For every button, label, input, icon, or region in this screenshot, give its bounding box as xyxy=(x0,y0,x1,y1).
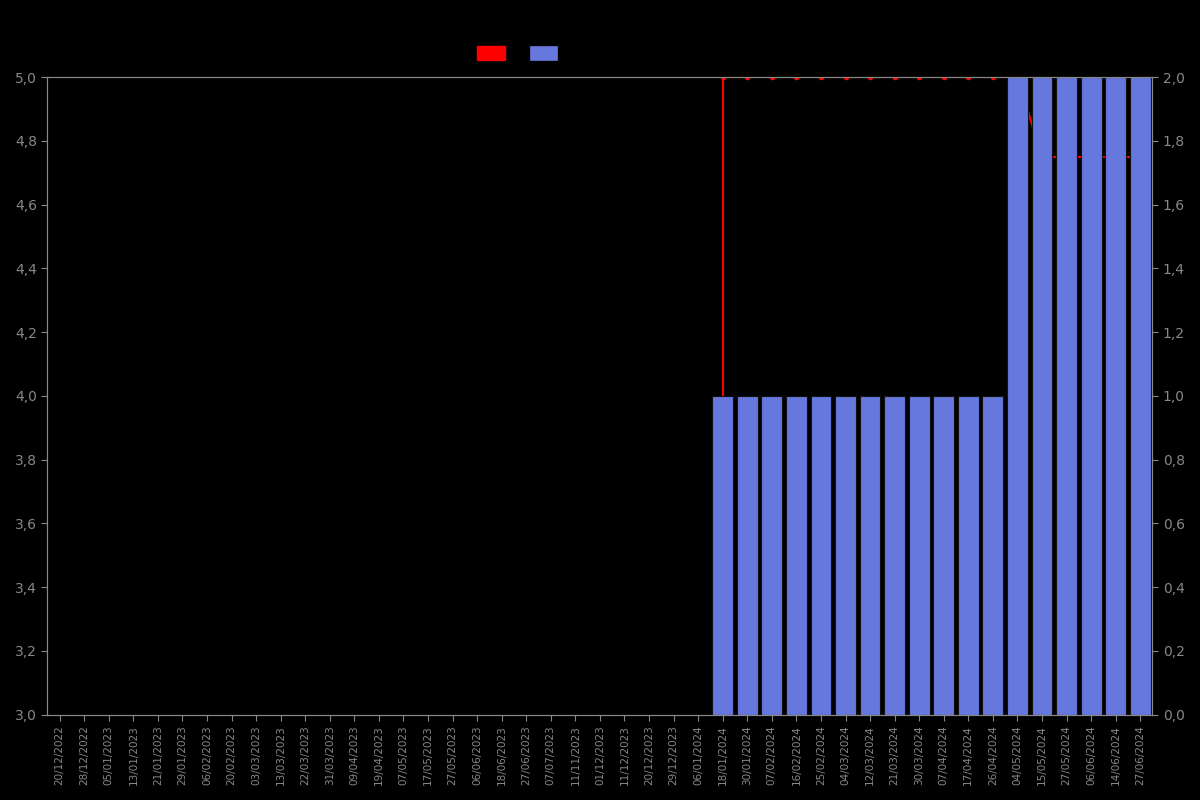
Bar xyxy=(835,396,856,714)
Bar xyxy=(1129,77,1151,714)
Bar xyxy=(761,396,782,714)
Bar xyxy=(713,396,733,714)
Bar xyxy=(983,396,1003,714)
Bar xyxy=(859,396,881,714)
Bar xyxy=(1032,77,1052,714)
Bar xyxy=(786,396,806,714)
Bar xyxy=(1105,77,1126,714)
Bar xyxy=(958,396,979,714)
Bar xyxy=(1056,77,1076,714)
Bar xyxy=(1007,77,1028,714)
Bar xyxy=(810,396,832,714)
Bar xyxy=(908,396,930,714)
Legend: , : , xyxy=(476,46,569,61)
Bar xyxy=(884,396,905,714)
Bar xyxy=(1081,77,1102,714)
Bar xyxy=(934,396,954,714)
Bar xyxy=(737,396,757,714)
